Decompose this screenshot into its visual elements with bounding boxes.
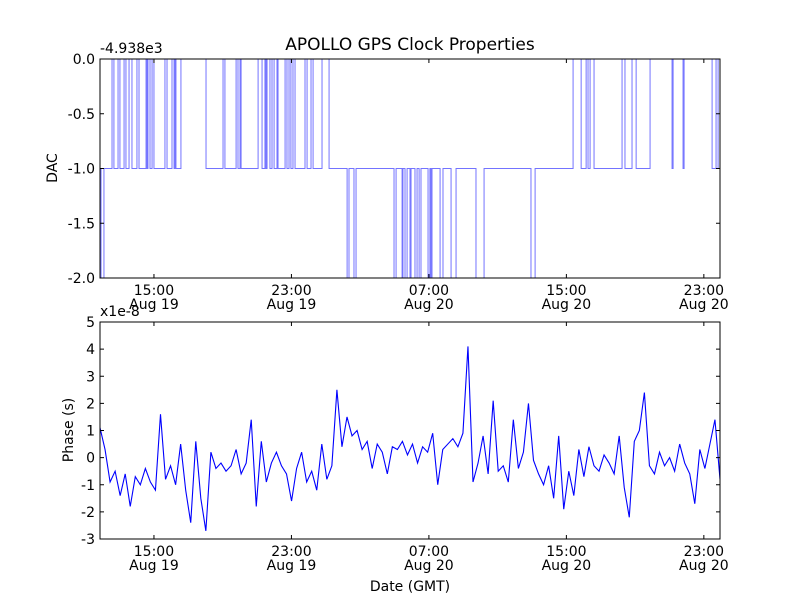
phase-xtick-date: Aug 19	[267, 558, 317, 574]
phase-ytick-label: -1	[81, 478, 95, 494]
dac-ytick-label: 0.0	[73, 52, 95, 68]
dac-xtick-time: 23:00	[271, 283, 311, 299]
phase-xtick-time: 07:00	[409, 544, 449, 560]
phase-ytick-label: 4	[86, 342, 95, 358]
phase-xtick-date: Aug 19	[129, 558, 179, 574]
phase-xtick-date: Aug 20	[404, 558, 454, 574]
dac-xtick-date: Aug 20	[542, 297, 592, 313]
phase-xtick-time: 15:00	[546, 544, 586, 560]
phase-xtick-time: 23:00	[684, 544, 724, 560]
dac-ytick-label: -1.5	[68, 216, 95, 232]
dac-axes: -4.938e3 DAC 0.0-0.5-1.0-1.5-2.015:00Aug…	[45, 41, 729, 313]
dac-y-label: DAC	[45, 153, 61, 183]
phase-offset-label: x1e-8	[100, 304, 140, 320]
phase-xtick-time: 15:00	[134, 544, 174, 560]
dac-ytick-label: -2.0	[68, 271, 95, 287]
phase-xtick-date: Aug 20	[542, 558, 592, 574]
phase-xtick-time: 23:00	[271, 544, 311, 560]
phase-xtick-date: Aug 20	[679, 558, 729, 574]
phase-axes: x1e-8 Phase (s) Date (GMT) 5 4 3 2 1 0 -1 -2 -3 1…	[61, 304, 729, 595]
phase-ytick-label: 0	[86, 451, 95, 467]
dac-ytick-label: -0.5	[68, 107, 95, 123]
phase-series-line	[99, 346, 721, 531]
dac-plot-area	[100, 58, 720, 279]
dac-xtick-time: 07:00	[409, 283, 449, 299]
phase-ytick-label: 3	[86, 369, 95, 385]
dac-xtick-date: Aug 20	[404, 297, 454, 313]
dac-xtick-time: 15:00	[134, 283, 174, 299]
phase-x-label: Date (GMT)	[370, 579, 450, 595]
dac-xtick-date: Aug 19	[129, 297, 179, 313]
dac-xtick-time: 15:00	[546, 283, 586, 299]
phase-plot-area	[99, 346, 721, 531]
phase-ytick-label: 5	[86, 315, 95, 331]
dac-xtick-date: Aug 19	[267, 297, 317, 313]
phase-y-label: Phase (s)	[61, 398, 77, 462]
dac-xtick-date: Aug 20	[679, 297, 729, 313]
dac-offset-label: -4.938e3	[100, 41, 163, 57]
dac-series-line	[100, 58, 720, 279]
chart-title: APOLLO GPS Clock Properties	[285, 35, 535, 55]
phase-ytick-label: -2	[81, 505, 95, 521]
dac-xtick-time: 23:00	[684, 283, 724, 299]
phase-ytick-label: -3	[81, 532, 95, 548]
phase-ytick-label: 2	[86, 396, 95, 412]
phase-ytick-label: 1	[86, 424, 95, 440]
dac-ytick-label: -1.0	[68, 162, 95, 178]
